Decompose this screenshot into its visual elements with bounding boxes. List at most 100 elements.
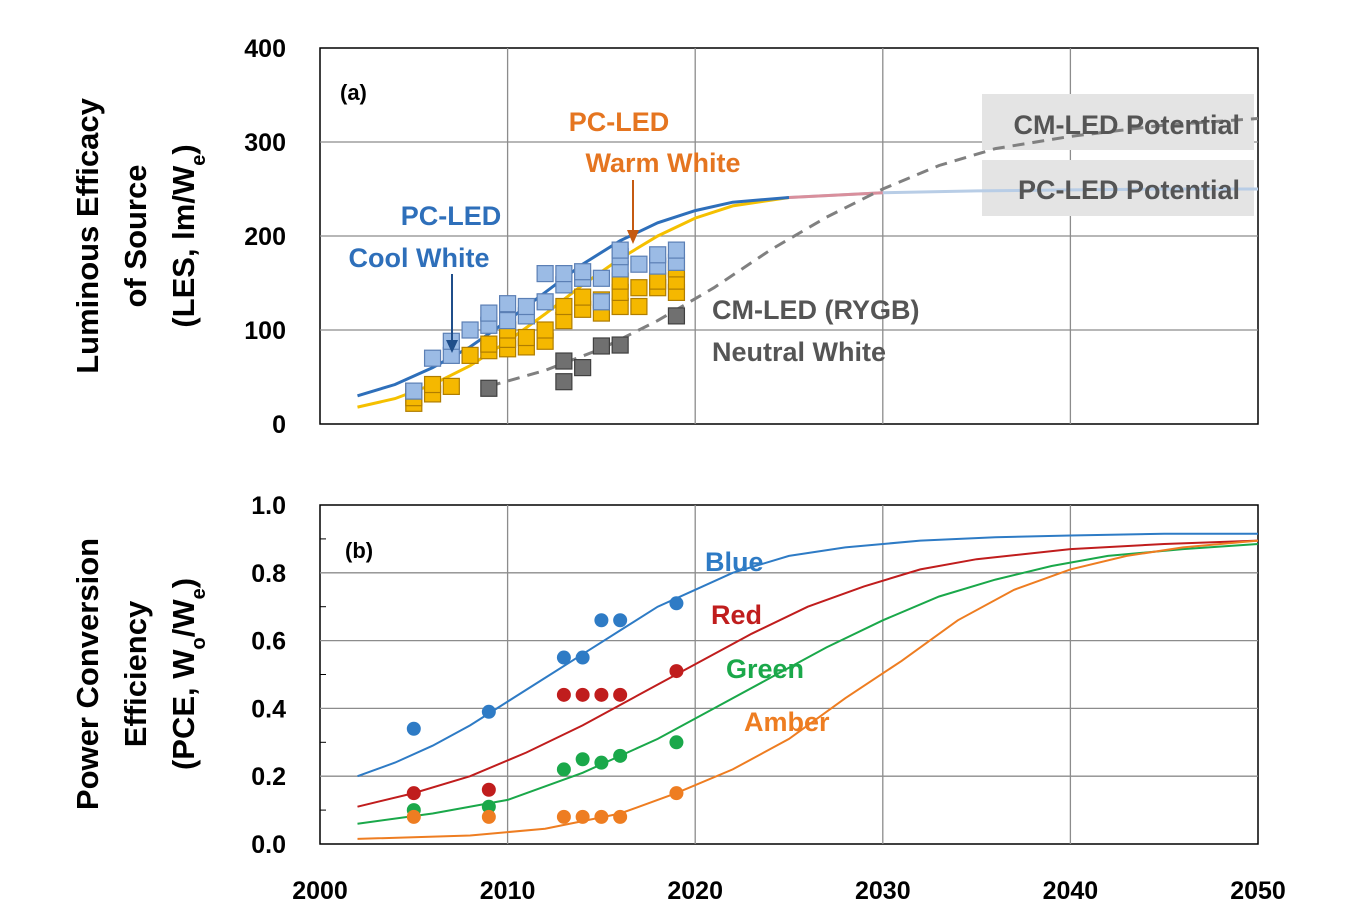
amber-data-point bbox=[556, 809, 571, 824]
panel-a-markers bbox=[405, 241, 686, 412]
amber-data-point bbox=[594, 809, 609, 824]
panel-a-ytick-label: 300 bbox=[244, 129, 286, 157]
cool-white-data-point bbox=[555, 265, 573, 283]
panel-a-ytick-label: 200 bbox=[244, 223, 286, 251]
green-data-point bbox=[594, 755, 609, 770]
green-data-point bbox=[613, 748, 628, 763]
pc-led-warm-label-1: PC-LED bbox=[569, 107, 670, 137]
amber-data-point bbox=[406, 809, 421, 824]
green-data-point bbox=[556, 762, 571, 777]
panel-b-gridlines bbox=[320, 505, 1258, 844]
panel-b-ylabel: Power Conversion bbox=[70, 538, 105, 810]
cool-white-data-point bbox=[611, 241, 629, 259]
red-label: Red bbox=[711, 600, 762, 630]
warm-white-data-point bbox=[461, 346, 479, 364]
panel-b: 0.00.20.40.60.81.0 2000 2010 2020 2030 2040 2… bbox=[70, 492, 1286, 905]
amber-data-point bbox=[575, 809, 590, 824]
panel-b-xtick-label: 2000 bbox=[292, 877, 348, 905]
panel-b-label: (b) bbox=[345, 538, 373, 563]
blue-data-point bbox=[594, 613, 609, 628]
blue-data-point bbox=[556, 650, 571, 665]
cm-led-label-1: CM-LED (RYGB) bbox=[712, 295, 919, 325]
blue-label: Blue bbox=[705, 547, 764, 577]
cool-white-data-point bbox=[649, 246, 667, 264]
cool-white-data-point bbox=[592, 293, 611, 311]
red-data-point bbox=[481, 782, 496, 797]
cm-potential-label-box bbox=[982, 94, 1254, 150]
panel-b-xtick-label: 2020 bbox=[667, 877, 723, 905]
green-data-point bbox=[669, 735, 684, 750]
amber-label: Amber bbox=[744, 707, 830, 737]
panel-b-y-ticks: 0.0 0.2 0.4 0.6 0.8 1.0 bbox=[251, 492, 286, 859]
cool-white-data-point bbox=[499, 312, 517, 330]
panel-a-ytick-label: 400 bbox=[244, 35, 286, 63]
red-data-point bbox=[575, 687, 590, 702]
red-data-point bbox=[613, 687, 628, 702]
warm-white-data-point bbox=[630, 297, 648, 316]
amber-data-point bbox=[613, 809, 628, 824]
blue-data-point bbox=[481, 704, 496, 719]
pc-led-cool-label-1: PC-LED bbox=[401, 201, 502, 231]
panel-b-ytick-label: 0.8 bbox=[251, 560, 286, 588]
panel-a-ylabel: Luminous Efficacy bbox=[70, 97, 105, 373]
warm-white-data-point bbox=[480, 335, 498, 353]
cm-led-data-point bbox=[555, 373, 573, 391]
blue-data-point bbox=[575, 650, 590, 665]
panel-b-ytick-label: 0.6 bbox=[251, 628, 286, 656]
blue-data-point bbox=[669, 596, 684, 611]
cool-white-data-point bbox=[480, 304, 498, 322]
panel-b-xtick-label: 2050 bbox=[1230, 877, 1286, 905]
red-data-point bbox=[669, 664, 684, 679]
panel-b-ytick-label: 0.0 bbox=[251, 831, 286, 859]
panel-a-ytick-label: 0 bbox=[272, 411, 286, 439]
panel-b-markers bbox=[406, 596, 684, 824]
panel-a-ylabel-line3: (LES, lm/We) bbox=[166, 144, 210, 327]
blue-data-point bbox=[406, 721, 421, 736]
cm-led-label-2: Neutral White bbox=[712, 337, 886, 367]
cool-white-data-point bbox=[574, 263, 592, 281]
cm-led-data-point bbox=[480, 379, 498, 397]
warm-white-data-point bbox=[555, 297, 573, 316]
cool-white-data-point bbox=[423, 349, 442, 367]
panel-a: 0 100 200 300 400 Luminous Efficacy of Sourc… bbox=[70, 35, 1259, 439]
green-data-point bbox=[575, 752, 590, 767]
warm-white-data-point bbox=[517, 328, 535, 347]
green-fit-line bbox=[357, 543, 1259, 825]
warm-white-data-point bbox=[442, 377, 460, 395]
panel-b-xtick-label: 2040 bbox=[1043, 877, 1099, 905]
panel-b-ylabel-line3: (PCE, Wo/We) bbox=[166, 578, 210, 770]
cool-white-data-point bbox=[499, 295, 517, 313]
cool-white-data-point bbox=[405, 382, 423, 400]
panel-a-ytick-label: 100 bbox=[244, 317, 286, 345]
amber-fit-line bbox=[357, 539, 1259, 840]
pc-led-warm-label-2: Warm White bbox=[586, 148, 741, 178]
red-data-point bbox=[406, 786, 421, 801]
green-label: Green bbox=[726, 654, 804, 684]
panel-a-y-ticks: 0 100 200 300 400 bbox=[244, 35, 286, 439]
warm-white-data-point bbox=[630, 279, 648, 297]
pc-potential-label: PC-LED Potential bbox=[1018, 175, 1240, 205]
panel-b-ytick-label: 1.0 bbox=[251, 492, 286, 520]
panel-a-label: (a) bbox=[340, 80, 367, 105]
amber-data-point bbox=[481, 809, 496, 824]
red-data-point bbox=[556, 687, 571, 702]
cool-white-data-point bbox=[667, 241, 686, 259]
red-fit-line bbox=[357, 539, 1259, 808]
red-data-point bbox=[594, 687, 609, 702]
pc-led-cool-label-2: Cool White bbox=[349, 243, 490, 273]
panel-b-xtick-label: 2030 bbox=[855, 877, 911, 905]
cm-potential-label: CM-LED Potential bbox=[1014, 110, 1241, 140]
blue-data-point bbox=[613, 613, 628, 628]
cool-white-data-point bbox=[592, 269, 611, 287]
warm-white-data-point bbox=[574, 288, 592, 306]
warm-white-data-point bbox=[536, 321, 554, 339]
warm-white-data-point bbox=[649, 272, 667, 290]
pc-led-potential-join bbox=[788, 191, 883, 199]
cm-led-data-point bbox=[667, 307, 686, 325]
panel-b-ylabel-line2: Efficiency bbox=[118, 600, 153, 747]
panel-b-ytick-label: 0.2 bbox=[251, 763, 286, 791]
cool-white-data-point bbox=[517, 297, 535, 316]
cm-led-data-point bbox=[592, 337, 611, 355]
warm-white-arrow bbox=[627, 180, 639, 244]
